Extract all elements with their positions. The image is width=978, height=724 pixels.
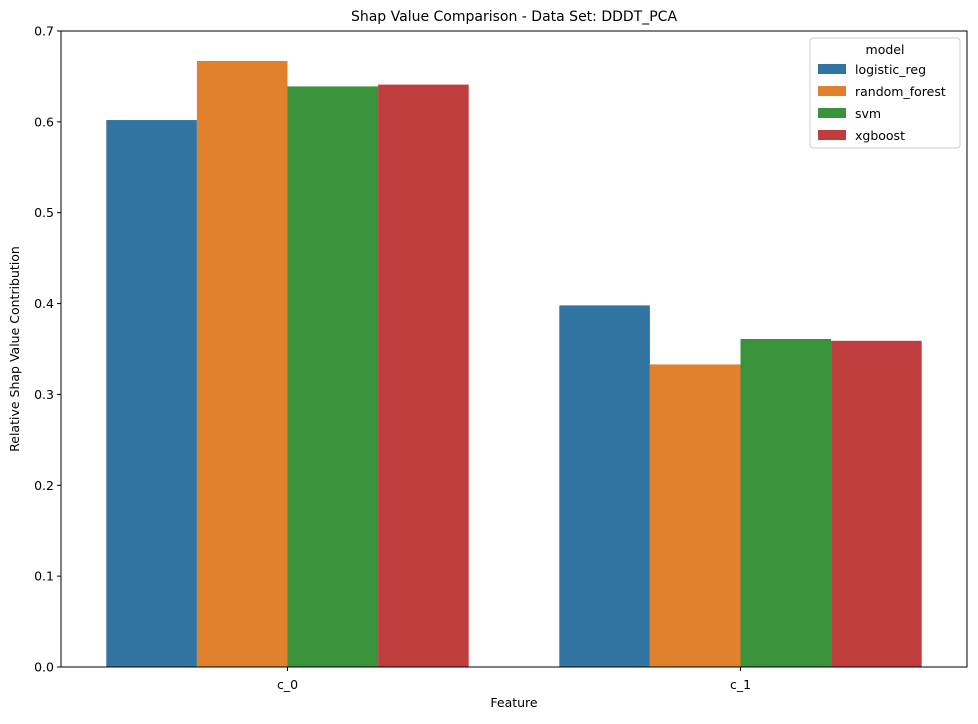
y-tick-label: 0.3	[34, 387, 54, 402]
legend-label-random_forest: random_forest	[855, 84, 946, 99]
y-tick-label: 0.4	[34, 296, 54, 311]
bars-layer	[106, 60, 922, 668]
chart-title: Shap Value Comparison - Data Set: DDDT_P…	[351, 9, 677, 25]
x-axis-label: Feature	[490, 695, 538, 710]
y-tick-label: 0.5	[34, 205, 54, 220]
axes-layer: c_0 c_1 0.0 0.1 0.2 0.3 0.4 0.5 0.6 0.7	[34, 24, 968, 692]
plot-frame	[60, 30, 968, 668]
legend-swatch-xgboost	[818, 130, 846, 140]
bar-xgboost-c_0	[378, 84, 469, 667]
y-tick-label: 0.1	[34, 569, 54, 584]
bar-logistic_reg-c_0	[106, 120, 197, 668]
x-tick-label-c_0: c_0	[277, 677, 298, 692]
x-tick-label-c_1: c_1	[730, 677, 751, 692]
y-tick-label: 0.7	[34, 24, 54, 39]
legend-label-svm: svm	[855, 106, 881, 121]
y-tick-label: 0.2	[34, 478, 54, 493]
y-axis-label: Relative Shap Value Contribution	[7, 246, 22, 452]
bar-svm-c_0	[287, 86, 379, 668]
bar-logistic_reg-c_1	[559, 305, 650, 667]
legend-swatch-logistic_reg	[818, 64, 846, 74]
legend-swatch-random_forest	[818, 86, 846, 96]
bar-xgboost-c_1	[831, 340, 922, 667]
legend-label-logistic_reg: logistic_reg	[855, 62, 926, 77]
y-tick-label: 0.0	[34, 660, 54, 675]
legend-title: model	[866, 42, 905, 57]
legend-box	[809, 37, 961, 149]
bar-random_forest-c_1	[649, 364, 741, 667]
bar-svm-c_1	[740, 339, 832, 667]
legend-label-xgboost: xgboost	[855, 128, 905, 143]
y-tick-label: 0.6	[34, 114, 54, 129]
bar-random_forest-c_0	[196, 60, 288, 668]
legend-swatch-svm	[818, 108, 846, 118]
